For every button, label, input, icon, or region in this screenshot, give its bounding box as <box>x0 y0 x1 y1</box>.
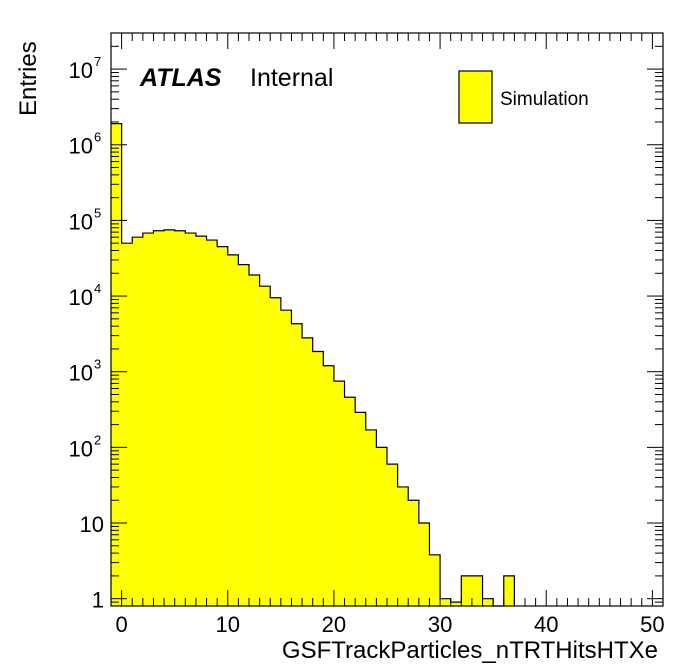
histogram-bin <box>174 230 186 606</box>
svg-text:10: 10 <box>69 285 93 310</box>
svg-text:4: 4 <box>94 281 101 296</box>
histogram-bin <box>249 274 260 606</box>
svg-text:10: 10 <box>69 436 93 461</box>
svg-text:2: 2 <box>94 432 101 447</box>
y-tick-label: 10 3 <box>69 357 102 386</box>
histogram-bin <box>153 230 165 606</box>
histogram-bin <box>482 598 494 606</box>
y-tick-label: 10 5 <box>69 205 102 234</box>
y-axis-title: Entries <box>15 41 42 116</box>
histogram-bin <box>387 464 398 606</box>
histogram-bin <box>408 500 419 606</box>
histogram-bin <box>418 523 430 606</box>
histogram-bin <box>344 397 356 606</box>
histogram-bin <box>270 297 281 606</box>
histogram-bins <box>111 123 515 607</box>
histogram-bin <box>206 240 218 606</box>
x-tick-labels: 0 10 20 30 40 50 <box>115 612 664 637</box>
svg-text:3: 3 <box>94 357 101 372</box>
svg-text:5: 5 <box>94 205 101 220</box>
y-tick-label: 10 6 <box>69 130 102 159</box>
histogram-bin <box>333 381 345 606</box>
histogram-bin <box>450 602 462 606</box>
histogram-outline <box>111 123 515 607</box>
histogram-bin <box>238 264 249 606</box>
histogram-bin <box>280 310 292 606</box>
histogram-bin <box>142 233 154 606</box>
histogram-bin <box>217 246 228 606</box>
histogram-bin <box>461 575 472 606</box>
histogram-bin <box>323 365 334 606</box>
atlas-label: ATLAS Internal <box>139 64 333 92</box>
svg-text:10: 10 <box>69 134 93 159</box>
x-tick-label: 10 <box>216 612 240 637</box>
histogram-bin <box>291 323 303 606</box>
y-tick-label: 10 2 <box>69 432 102 461</box>
status-label: Internal <box>250 64 333 92</box>
histogram-bin <box>503 575 515 606</box>
svg-text:10: 10 <box>69 361 93 386</box>
legend-label: Simulation <box>500 89 589 110</box>
svg-text:1: 1 <box>92 588 104 613</box>
svg-text:6: 6 <box>94 130 101 145</box>
y-tick-label: 10 7 <box>69 54 102 83</box>
svg-text:10: 10 <box>69 58 93 83</box>
histogram-bin <box>195 236 207 606</box>
y-tick-label: 10 <box>80 512 104 537</box>
histogram-bin <box>471 575 483 606</box>
axis-ticks <box>110 32 664 607</box>
histogram-bin <box>376 447 387 606</box>
svg-text:10: 10 <box>69 209 93 234</box>
histogram-bin <box>111 123 122 606</box>
histogram-bin <box>259 286 271 606</box>
x-axis-title: GSFTrackParticles_nTRTHitsHTXe <box>282 637 658 664</box>
legend-swatch <box>458 70 493 124</box>
x-tick-label: 50 <box>640 612 664 637</box>
histogram-bin <box>302 337 313 606</box>
histogram-bin <box>397 486 409 606</box>
histogram-bin <box>164 229 175 607</box>
histogram-bin <box>365 429 377 606</box>
x-tick-label: 40 <box>534 612 558 637</box>
histogram-bin <box>132 237 143 606</box>
histogram-bin <box>121 243 133 606</box>
y-tick-label: 10 4 <box>69 281 102 310</box>
x-tick-label: 30 <box>428 612 452 637</box>
svg-text:10: 10 <box>80 512 104 537</box>
histogram-bin <box>312 351 324 606</box>
histogram-bin <box>185 233 196 606</box>
x-tick-label: 20 <box>322 612 346 637</box>
svg-text:7: 7 <box>94 54 101 69</box>
histogram-bin <box>429 554 441 606</box>
plot-frame <box>110 32 664 607</box>
histogram-bin <box>440 598 451 606</box>
x-tick-label: 0 <box>115 612 127 637</box>
experiment-label: ATLAS <box>139 64 222 92</box>
histogram-bin <box>227 254 239 607</box>
histogram-bin <box>355 412 366 606</box>
y-tick-label: 1 <box>92 588 104 613</box>
legend: Simulation <box>458 70 589 124</box>
